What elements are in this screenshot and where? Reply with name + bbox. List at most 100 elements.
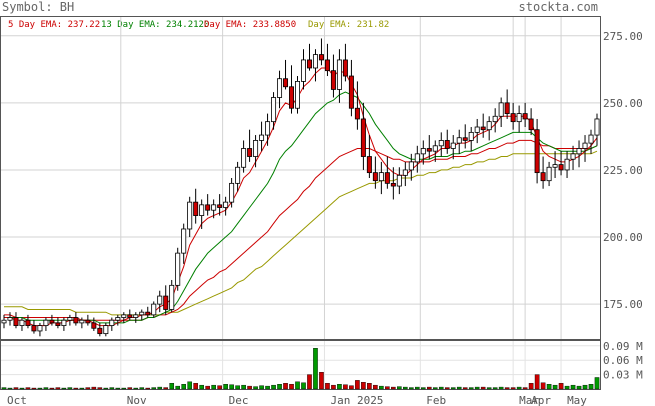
candle <box>564 151 570 178</box>
candle-body <box>576 148 582 155</box>
candle-body <box>408 161 414 171</box>
volume-bar <box>540 382 546 390</box>
volume-bar <box>462 387 468 390</box>
candle-body <box>420 148 426 155</box>
volume-bar <box>444 387 450 390</box>
candle-body <box>25 319 31 326</box>
volume-bar <box>25 387 31 390</box>
candle <box>73 312 79 326</box>
volume-bar <box>594 377 600 390</box>
volume-bar <box>247 385 252 390</box>
candle-body <box>79 319 85 324</box>
candle-body <box>516 113 522 123</box>
candle-body <box>492 115 498 123</box>
volume-panel-frame <box>0 340 601 390</box>
volume-bar <box>193 383 198 390</box>
candle <box>163 285 169 315</box>
candle-body <box>169 284 175 310</box>
price-axis-labels: 275.00 250.00 225.00 200.00 175.00 <box>603 30 643 311</box>
candle-body <box>235 166 241 184</box>
candle <box>277 70 283 109</box>
volume-bar <box>265 385 270 390</box>
volume-bar <box>415 386 420 390</box>
volume-bar <box>325 383 330 390</box>
candle-body <box>49 319 55 324</box>
volume-bar <box>391 386 396 390</box>
candle-body <box>175 252 181 286</box>
candle <box>492 108 498 133</box>
candle-body <box>444 140 450 149</box>
candle <box>91 317 97 331</box>
candle <box>510 102 516 130</box>
candle <box>31 320 37 334</box>
candle <box>223 196 229 216</box>
volume-bar <box>432 387 438 390</box>
volume-bar <box>145 387 151 390</box>
price-tick-label: 175.00 <box>603 298 643 311</box>
volume-bar <box>151 387 157 390</box>
candle-body <box>300 59 306 82</box>
date-tick-label: Nov <box>127 394 147 406</box>
candle <box>570 145 576 170</box>
candle <box>498 97 504 128</box>
volume-tick-label: 0.06 M <box>603 354 643 367</box>
candle <box>211 199 217 219</box>
price-tick-label: 275.00 <box>603 30 643 43</box>
candle <box>241 140 247 173</box>
candle <box>522 102 528 128</box>
candle <box>426 135 432 160</box>
candle-body <box>67 317 73 321</box>
volume-tick-label: 0.09 M <box>603 340 643 353</box>
candle <box>217 194 223 216</box>
volume-bar <box>468 387 474 390</box>
candle-body <box>253 140 259 157</box>
volume-bar <box>55 387 61 390</box>
candle <box>372 156 378 189</box>
volume-axis-labels: 0.09 M0.06 M 0.03 M <box>603 340 643 382</box>
candle-body <box>241 148 247 168</box>
volume-bar <box>241 384 246 390</box>
date-tick-label: Apr <box>531 394 551 406</box>
volume-bar <box>420 387 426 390</box>
candle-body <box>121 314 127 318</box>
candle <box>324 43 330 77</box>
candle-body <box>295 81 301 109</box>
legend-long-text: Day EMA: <box>308 20 351 30</box>
candle <box>235 161 241 192</box>
candle <box>265 113 271 146</box>
volume-bar <box>175 385 181 390</box>
volume-bar <box>67 387 73 390</box>
candle-body <box>283 78 289 88</box>
candle <box>420 140 426 165</box>
grid-lines <box>1 17 600 389</box>
candle <box>43 317 49 331</box>
volume-bar <box>379 385 384 390</box>
volume-bar <box>576 385 582 390</box>
candle-body <box>552 164 558 168</box>
candle-body <box>360 118 366 157</box>
candle <box>193 188 199 224</box>
candle <box>330 54 336 98</box>
volume-bar <box>486 387 492 390</box>
candle-body <box>157 295 163 305</box>
volume-bar <box>301 382 306 390</box>
candle <box>199 199 205 229</box>
volume-bar <box>37 387 43 390</box>
candle <box>450 135 456 160</box>
legend-13day-value: 234.2120 <box>166 20 209 30</box>
volume-bar <box>97 387 103 390</box>
volume-bar <box>355 380 360 390</box>
candle-body <box>19 319 25 326</box>
volume-bar <box>546 384 552 390</box>
candle <box>354 81 360 130</box>
candle-body <box>187 201 193 230</box>
volume-bar <box>181 384 186 390</box>
volume-bar <box>438 386 444 390</box>
candle-body <box>582 142 588 149</box>
candle-body <box>43 319 49 326</box>
candle <box>384 156 390 189</box>
volume-bar <box>259 385 264 390</box>
candle <box>576 140 582 168</box>
candle-body <box>498 102 504 117</box>
